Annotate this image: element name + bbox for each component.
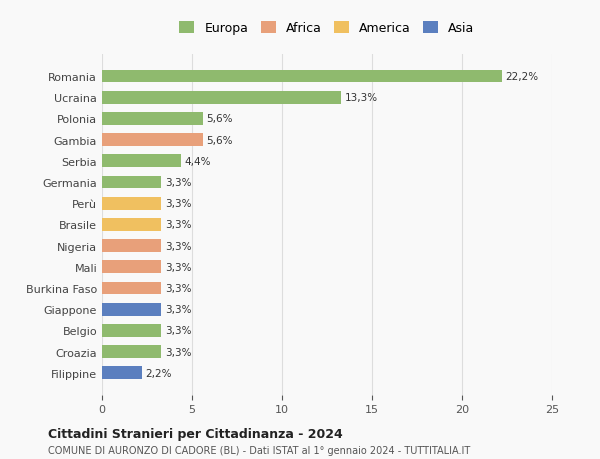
Text: 3,3%: 3,3% [165,283,191,293]
Bar [102,325,161,337]
Text: 13,3%: 13,3% [345,93,378,103]
Bar [102,197,161,210]
Text: 5,6%: 5,6% [206,114,233,124]
Bar [102,92,341,104]
Text: 5,6%: 5,6% [206,135,233,146]
Legend: Europa, Africa, America, Asia: Europa, Africa, America, Asia [175,17,479,40]
Text: 2,2%: 2,2% [145,368,172,378]
Text: 3,3%: 3,3% [165,199,191,209]
Text: 3,3%: 3,3% [165,220,191,230]
Text: Cittadini Stranieri per Cittadinanza - 2024: Cittadini Stranieri per Cittadinanza - 2… [48,427,343,440]
Text: 3,3%: 3,3% [165,347,191,357]
Bar [102,346,161,358]
Bar [102,134,203,147]
Text: 22,2%: 22,2% [505,72,538,82]
Bar [102,176,161,189]
Text: COMUNE DI AURONZO DI CADORE (BL) - Dati ISTAT al 1° gennaio 2024 - TUTTITALIA.IT: COMUNE DI AURONZO DI CADORE (BL) - Dati … [48,445,470,455]
Bar [102,218,161,231]
Bar [102,367,142,379]
Bar [102,303,161,316]
Text: 3,3%: 3,3% [165,178,191,188]
Bar [102,155,181,168]
Text: 3,3%: 3,3% [165,304,191,314]
Bar [102,240,161,252]
Text: 3,3%: 3,3% [165,326,191,336]
Bar [102,113,203,125]
Bar [102,71,502,83]
Text: 3,3%: 3,3% [165,262,191,272]
Text: 4,4%: 4,4% [185,157,211,167]
Text: 3,3%: 3,3% [165,241,191,251]
Bar [102,261,161,274]
Bar [102,282,161,295]
